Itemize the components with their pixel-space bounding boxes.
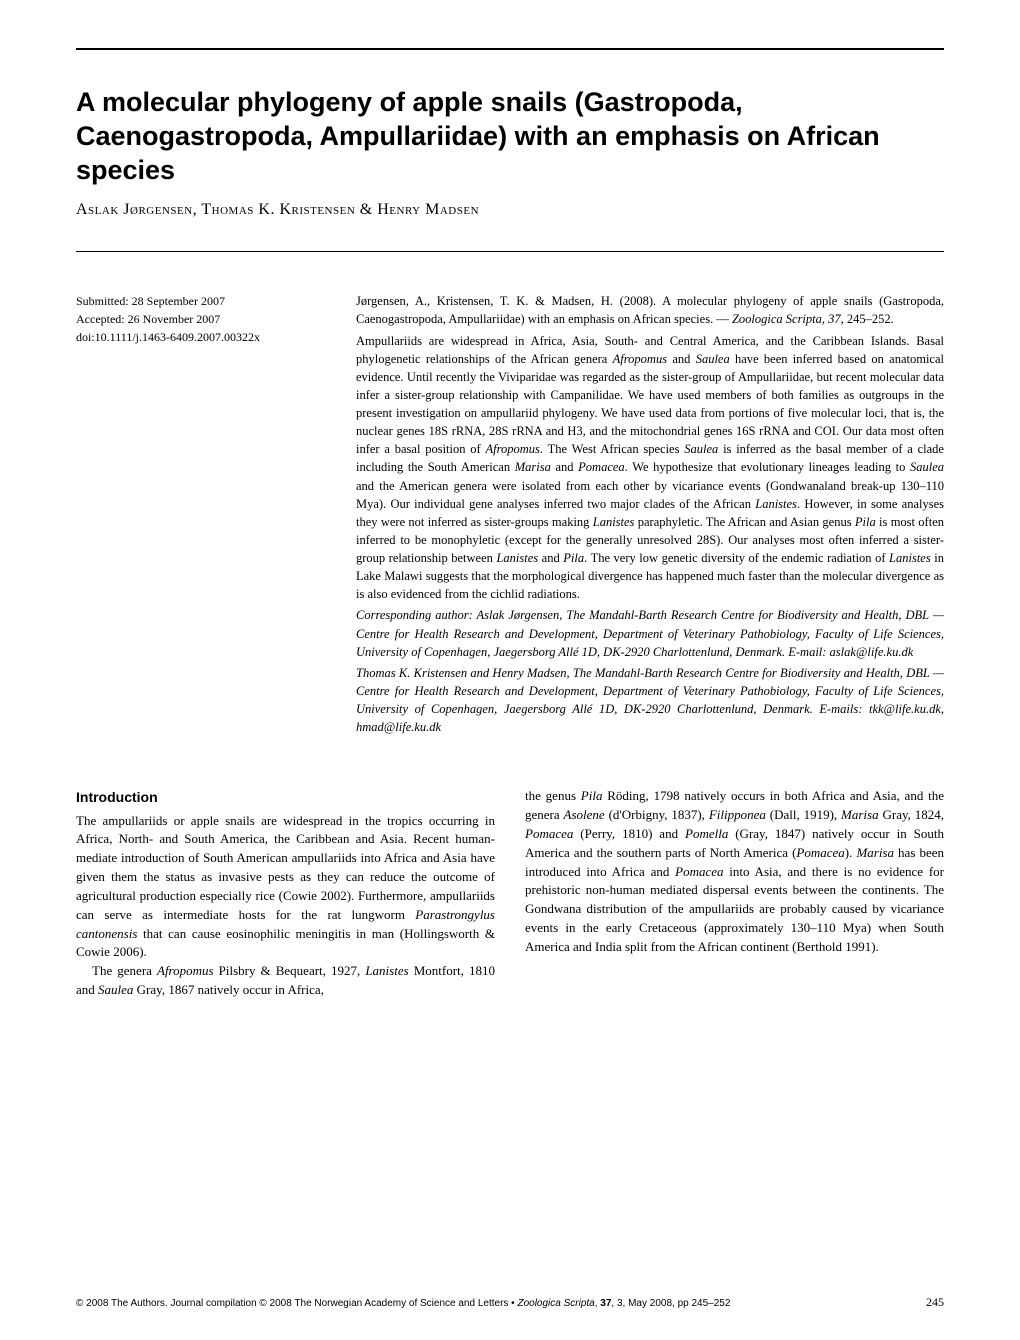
coauthor-info: Thomas K. Kristensen and Henry Madsen, T… bbox=[356, 664, 944, 737]
accepted-date: Accepted: 26 November 2007 bbox=[76, 310, 316, 328]
intro-para-1: The ampullariids or apple snails are wid… bbox=[76, 812, 495, 963]
doi: doi:10.1111/j.1463-6409.2007.00322x bbox=[76, 328, 316, 346]
body-section: Introduction The ampullariids or apple s… bbox=[76, 787, 944, 1000]
mid-rule bbox=[76, 251, 944, 252]
citation-journal: Zoologica Scripta, 37 bbox=[732, 312, 841, 326]
page-number: 245 bbox=[926, 1295, 944, 1310]
top-rule bbox=[76, 48, 944, 50]
body-column-right: the genus Pila Röding, 1798 natively occ… bbox=[525, 787, 944, 1000]
citation-pages: , 245–252. bbox=[841, 312, 894, 326]
authors: Aslak Jørgensen, Thomas K. Kristensen & … bbox=[76, 201, 944, 219]
submitted-date: Submitted: 28 September 2007 bbox=[76, 292, 316, 310]
corresponding-author: Corresponding author: Aslak Jørgensen, T… bbox=[356, 606, 944, 660]
body-column-left: Introduction The ampullariids or apple s… bbox=[76, 787, 495, 1000]
intro-para-3: the genus Pila Röding, 1798 natively occ… bbox=[525, 787, 944, 957]
abstract-body: Ampullariids are widespread in Africa, A… bbox=[356, 332, 944, 604]
section-heading-introduction: Introduction bbox=[76, 787, 495, 807]
abstract-column: Jørgensen, A., Kristensen, T. K. & Madse… bbox=[356, 292, 944, 739]
meta-column: Submitted: 28 September 2007 Accepted: 2… bbox=[76, 292, 316, 739]
footer-copyright: © 2008 The Authors. Journal compilation … bbox=[76, 1298, 730, 1309]
article-title: A molecular phylogeny of apple snails (G… bbox=[76, 86, 944, 187]
meta-abstract-row: Submitted: 28 September 2007 Accepted: 2… bbox=[76, 292, 944, 739]
intro-para-2: The genera Afropomus Pilsbry & Bequeart,… bbox=[76, 962, 495, 1000]
page-footer: © 2008 The Authors. Journal compilation … bbox=[76, 1295, 944, 1310]
citation-block: Jørgensen, A., Kristensen, T. K. & Madse… bbox=[356, 292, 944, 328]
